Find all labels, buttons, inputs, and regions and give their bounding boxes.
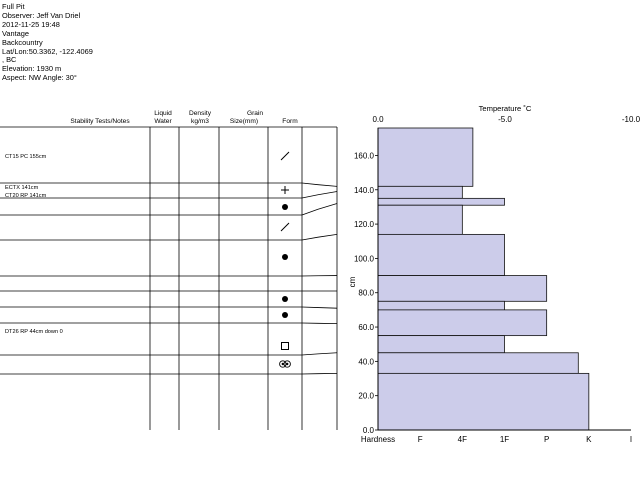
grain-header-line2: Size(mm)	[229, 117, 259, 125]
hardness-label-1: F	[418, 435, 423, 444]
form-symbol-10-b	[283, 360, 291, 368]
hardness-label-6: I	[630, 435, 632, 444]
form-symbol-10-d	[286, 362, 289, 366]
y-tick-label-60: 60.0	[358, 323, 374, 332]
hardness-bar-0	[377, 127, 474, 187]
observation-date: 2012-11-25 19:48	[2, 19, 60, 29]
y-tick-label-160: 160.0	[354, 151, 375, 160]
layer-connector-10	[301, 372, 338, 375]
stability-header: Stability Tests/Notes	[70, 118, 130, 125]
note-ct20: CT20 RP 141cm	[5, 193, 47, 199]
form-symbol-10-a	[279, 360, 287, 368]
y-tick-label-120: 120.0	[354, 220, 375, 229]
hardness-label-3: 1F	[500, 435, 509, 444]
temp-tick-0: 0.0	[372, 115, 384, 124]
layer-connector-7	[301, 306, 338, 309]
layer-connector-9	[301, 352, 338, 356]
form-symbol-1	[281, 186, 289, 194]
hardness-bar-9	[377, 352, 579, 374]
y-tick-label-40: 40.0	[358, 357, 374, 366]
lat-lon: Lat/Lon:50.3362, -122.4069	[2, 46, 93, 56]
hardness-bar-3	[377, 204, 463, 235]
region: , BC	[2, 55, 17, 65]
note-ectx: ECTX 141cm	[5, 185, 39, 191]
note-dt26: DT26 RP 44cm down 0	[5, 329, 63, 335]
temp-tick-10: -10.0	[622, 115, 640, 124]
hardness-bar-10	[377, 372, 590, 431]
hardness-bar-5	[377, 275, 548, 302]
layer-connector-2	[301, 191, 338, 199]
form-symbol-2	[282, 204, 288, 210]
temp-tick-5: -5.0	[498, 115, 512, 124]
hardness-label-0: Hardness	[361, 435, 395, 444]
density-header-line1: Density	[189, 110, 211, 117]
layer-connector-3	[301, 203, 338, 216]
y-tick-label-100: 100.0	[354, 254, 375, 263]
chart-title: Temperature ˚C	[479, 104, 532, 113]
aspect-angle: Aspect: NW Angle: 30°	[2, 73, 77, 83]
form-symbol-10	[279, 360, 291, 368]
hardness-bar-8	[377, 335, 505, 354]
observer: Observer: Jeff Van Driel	[2, 10, 81, 20]
form-symbol-6	[282, 296, 288, 302]
layer-connector-1	[301, 182, 338, 187]
elevation: Elevation: 1930 m	[2, 64, 62, 74]
form-symbol-0	[280, 151, 290, 161]
y-tick-label-80: 80.0	[358, 289, 374, 298]
form-header: Form	[282, 118, 298, 125]
hardness-label-5: K	[586, 435, 592, 444]
density-header: Density kg/m3	[182, 110, 218, 125]
y-tick-label-140: 140.0	[354, 186, 375, 195]
hardness-bar-2	[377, 197, 505, 206]
pit-type: Full Pit	[2, 2, 25, 11]
hardness-bar-1	[377, 185, 463, 199]
hardness-bar-7	[377, 309, 548, 337]
liquid-header-line2: Water	[154, 117, 172, 125]
form-symbol-9	[281, 342, 289, 350]
hardness-label-2: 4F	[458, 435, 467, 444]
pit-header: Full Pit Observer: Jeff Van Driel 2012-1…	[2, 2, 93, 83]
y-tick-label-20: 20.0	[358, 392, 374, 401]
hardness-label-4: P	[544, 435, 549, 444]
note-ct15: CT15 PC 155cm	[5, 154, 47, 160]
grain-size-header: Grain Size(mm)	[220, 110, 268, 125]
grain-header-line1: Grain	[246, 110, 264, 117]
liquid-header-line1: Liquid	[154, 110, 172, 117]
liquid-water-header: Liquid Water	[149, 110, 177, 125]
location-name: Vantage	[2, 28, 29, 38]
density-header-line2: kg/m3	[191, 117, 209, 125]
form-symbol-7	[282, 312, 288, 318]
layer-connector-4	[301, 233, 338, 241]
form-symbol-4	[282, 254, 288, 260]
layer-connector-8	[301, 322, 338, 325]
hardness-bar-6	[377, 300, 505, 311]
form-symbol-10-c	[281, 362, 284, 366]
location-type: Backcountry	[2, 37, 43, 47]
hardness-bar-4	[377, 233, 505, 276]
y-tick-label-0: 0.0	[363, 426, 375, 435]
form-symbol-3	[280, 222, 290, 232]
y-axis-label: cm	[348, 276, 357, 287]
